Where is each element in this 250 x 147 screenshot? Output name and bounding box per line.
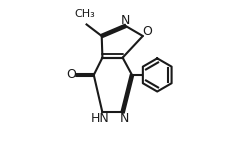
Text: CH₃: CH₃ [74,9,95,19]
Text: N: N [120,14,130,27]
Text: N: N [119,112,128,125]
Text: O: O [142,25,152,38]
Text: HN: HN [90,112,109,125]
Text: O: O [66,69,76,81]
